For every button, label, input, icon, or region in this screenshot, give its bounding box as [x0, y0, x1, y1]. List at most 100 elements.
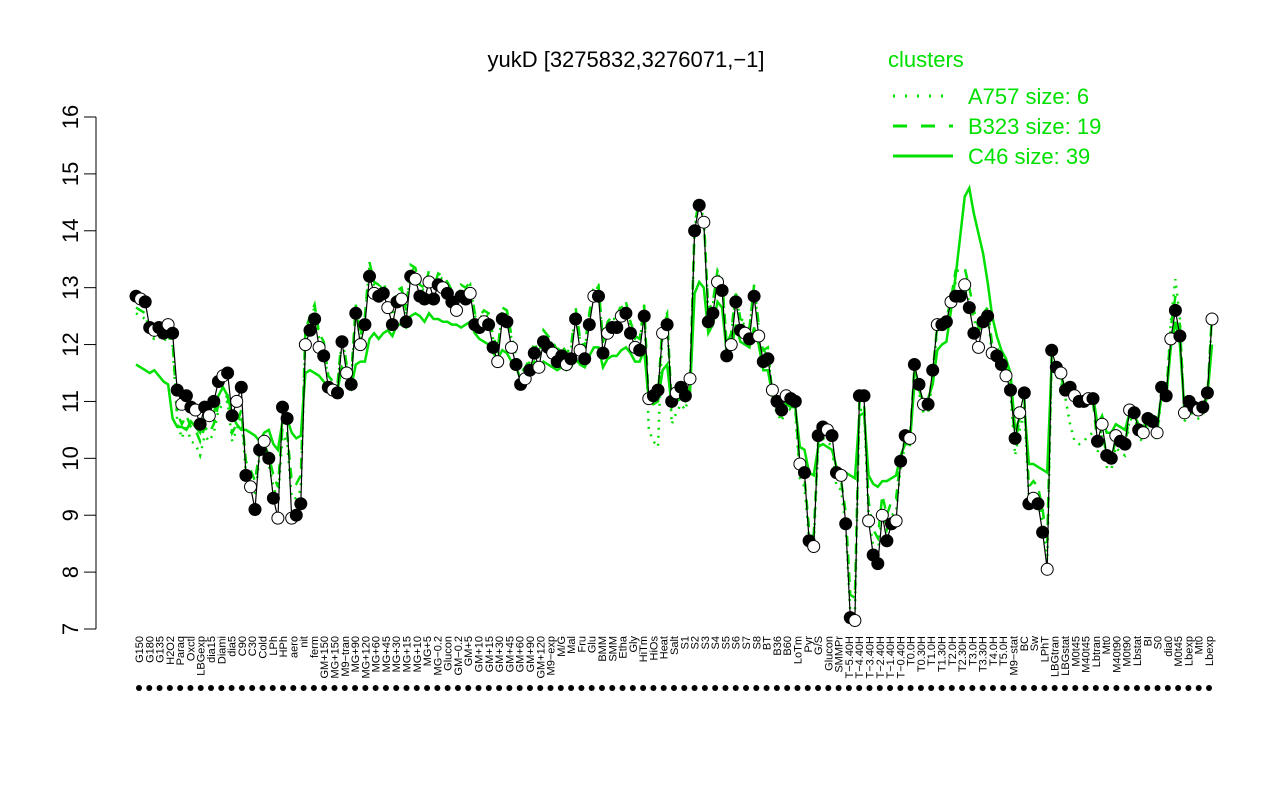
x-tick-mark: [1082, 685, 1089, 691]
data-point: [775, 403, 789, 417]
data-point: [683, 372, 697, 386]
x-tick-mark: [1020, 685, 1027, 691]
x-tick-mark: [434, 685, 441, 691]
data-point: [381, 301, 395, 315]
x-tick-mark: [557, 685, 564, 691]
data-point: [1118, 437, 1132, 451]
x-tick-mark: [897, 685, 904, 691]
data-point: [706, 306, 720, 320]
x-tick-label: C90: [237, 636, 249, 656]
x-tick-mark: [280, 685, 287, 691]
x-tick-label: Mt0: [1101, 636, 1113, 654]
x-tick-mark: [362, 685, 369, 691]
x-tick-label: dia0: [1163, 636, 1175, 657]
data-point: [619, 306, 633, 320]
data-point: [765, 383, 779, 397]
y-tick-label: 8: [58, 566, 83, 578]
chart-title: yukD [3275832,3276071,−1]: [487, 47, 764, 72]
x-tick-label: HPh: [278, 636, 290, 657]
data-point: [715, 284, 729, 297]
x-tick-label: Glucon: [443, 636, 455, 671]
data-point: [138, 295, 152, 309]
data-point: [692, 198, 706, 212]
x-tick-mark: [804, 685, 811, 691]
data-point: [427, 292, 441, 306]
data-point: [1036, 525, 1050, 539]
x-tick-label: GM+45: [504, 636, 516, 672]
x-tick-label: LPhT: [1039, 636, 1051, 663]
data-point: [1159, 389, 1173, 403]
data-point: [825, 429, 839, 443]
x-tick-label: BI: [1142, 636, 1154, 646]
data-point: [981, 309, 995, 323]
x-tick-label: T1.0H: [926, 636, 938, 666]
x-tick-mark: [691, 685, 698, 691]
x-tick-label: S5: [720, 636, 732, 649]
x-tick-mark: [619, 685, 626, 691]
data-point: [660, 318, 674, 332]
data-point: [761, 352, 775, 366]
x-tick-mark: [712, 685, 719, 691]
x-tick-mark: [578, 685, 585, 691]
data-point: [999, 369, 1013, 383]
data-point: [1150, 426, 1164, 440]
x-tick-mark: [1175, 685, 1182, 691]
data-point: [747, 289, 761, 303]
data-point: [633, 343, 647, 357]
data-point: [926, 363, 940, 377]
data-point: [624, 326, 637, 340]
data-point: [399, 315, 413, 329]
y-tick-label: 15: [58, 162, 83, 186]
data-point: [463, 286, 477, 300]
x-tick-mark: [763, 685, 770, 691]
x-tick-mark: [352, 685, 359, 691]
x-tick-mark: [177, 685, 184, 691]
data-point: [697, 215, 711, 229]
x-tick-mark: [1041, 685, 1048, 691]
x-tick-mark: [640, 685, 647, 691]
x-tick-mark: [516, 685, 523, 691]
data-point: [1127, 406, 1141, 420]
data-point: [729, 295, 743, 309]
data-point: [637, 309, 651, 323]
x-tick-mark: [1164, 685, 1171, 691]
x-tick-label: Glucon: [823, 636, 835, 671]
x-tick-label: GM+15: [484, 636, 496, 672]
data-point: [166, 326, 180, 340]
x-tick-mark: [1000, 685, 1007, 691]
x-tick-label: MG+60: [371, 636, 383, 672]
data-point: [340, 366, 354, 380]
x-tick-label: M0t90: [1122, 636, 1134, 667]
x-tick-mark: [403, 685, 410, 691]
x-tick-mark: [496, 685, 503, 691]
x-tick-label: S6: [731, 636, 743, 649]
x-tick-mark: [259, 685, 266, 691]
x-tick-mark: [866, 685, 873, 691]
x-tick-label: LBGexp: [196, 636, 208, 676]
x-tick-mark: [218, 685, 225, 691]
x-tick-label: G/S: [813, 636, 825, 655]
x-tick-label: S1: [679, 636, 691, 649]
x-tick-label: M0t45: [1070, 636, 1082, 667]
data-point: [871, 557, 885, 571]
x-tick-mark: [156, 685, 163, 691]
data-point: [244, 480, 257, 494]
data-point: [505, 340, 518, 354]
x-tick-mark: [784, 685, 791, 691]
data-point: [903, 431, 917, 445]
x-tick-label: T2.30H: [957, 636, 969, 672]
data-point: [958, 278, 972, 292]
x-tick-label: Pyr: [803, 636, 815, 653]
x-tick-label: Mal: [566, 636, 578, 654]
x-tick-mark: [506, 685, 513, 691]
x-tick-label: T−1.40H: [885, 636, 897, 679]
data-point: [234, 380, 248, 394]
data-point: [349, 306, 363, 320]
data-point: [344, 377, 358, 391]
data-point: [1136, 426, 1150, 440]
data-point: [953, 289, 967, 303]
x-tick-mark: [331, 685, 338, 691]
x-tick-mark: [979, 685, 986, 691]
x-tick-mark: [588, 685, 595, 691]
x-tick-label: Cold: [257, 636, 269, 659]
